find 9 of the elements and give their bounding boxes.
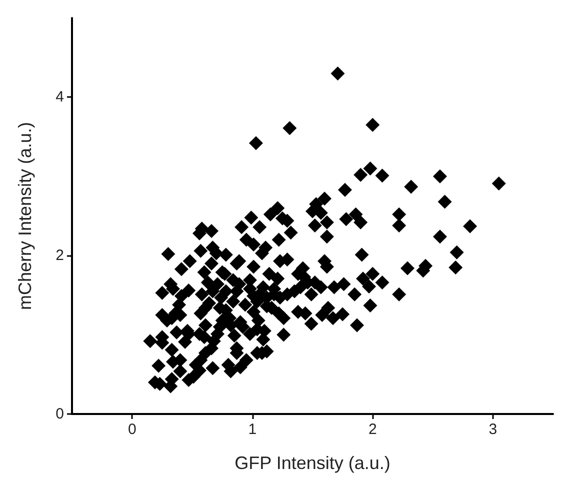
x-tick-label: 3: [488, 421, 498, 438]
y-axis-title: mCherry Intensity (a.u.): [15, 122, 35, 310]
y-tick-label: 2: [56, 247, 64, 264]
x-axis-title: GFP Intensity (a.u.): [234, 453, 390, 473]
y-tick-label: 4: [56, 88, 64, 106]
y-tick-label: 0: [56, 406, 64, 422]
x-tick-label: 1: [248, 421, 257, 438]
x-tick-label: 0: [128, 421, 136, 438]
x-tick-label: 2: [368, 421, 377, 438]
